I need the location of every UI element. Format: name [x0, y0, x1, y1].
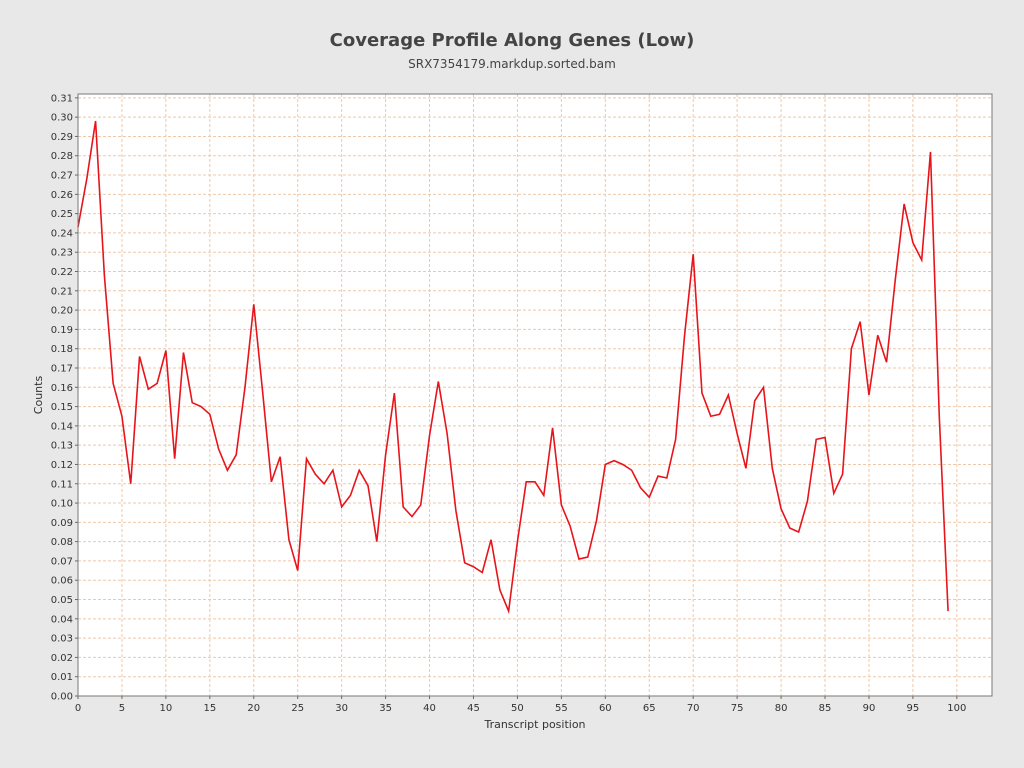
y-tick-label: 0.21: [51, 286, 73, 297]
chart-subtitle: SRX7354179.markdup.sorted.bam: [408, 57, 616, 71]
x-tick-label: 80: [775, 703, 788, 714]
y-tick-label: 0.23: [51, 248, 73, 259]
plot-area: [78, 94, 992, 696]
x-tick-label: 25: [291, 703, 304, 714]
x-tick-label: 50: [511, 703, 524, 714]
y-tick-label: 0.29: [51, 132, 73, 143]
y-tick-label: 0.12: [51, 460, 73, 471]
x-tick-label: 100: [947, 703, 966, 714]
x-tick-label: 45: [467, 703, 480, 714]
y-axis-label: Counts: [32, 376, 45, 415]
chart-title: Coverage Profile Along Genes (Low): [329, 30, 695, 51]
y-tick-label: 0.05: [51, 595, 73, 606]
series-line: [77, 120, 949, 615]
y-tick-label: 0.10: [51, 499, 73, 510]
y-tick-label: 0.09: [51, 518, 73, 529]
y-tick-label: 0.01: [51, 672, 73, 683]
y-tick-label: 0.19: [51, 325, 73, 336]
y-tick-label: 0.31: [51, 93, 73, 104]
y-tick-label: 0.15: [51, 402, 73, 413]
y-tick-label: 0.17: [51, 363, 73, 374]
y-tick-label: 0.28: [51, 151, 73, 162]
axis-ticks: 0.00 0.01 0.02 0.03 0.04 0.05 0.06 0.07 0.08 0.09…: [51, 93, 967, 714]
y-tick-label: 0.16: [51, 383, 73, 394]
y-tick-label: 0.07: [51, 556, 73, 567]
y-tick-label: 0.20: [51, 306, 73, 317]
x-tick-label: 10: [160, 703, 173, 714]
y-tick-label: 0.14: [51, 421, 73, 432]
grid: [77, 94, 992, 697]
y-tick-label: 0.03: [51, 634, 73, 645]
x-tick-label: 70: [687, 703, 700, 714]
y-tick-label: 0.26: [51, 190, 73, 201]
y-tick-label: 0.13: [51, 441, 73, 452]
x-tick-label: 5: [119, 703, 125, 714]
y-tick-label: 0.24: [51, 228, 73, 239]
y-tick-label: 0.00: [51, 692, 73, 703]
plot-border: [77, 93, 993, 697]
x-tick-label: 90: [863, 703, 876, 714]
y-tick-label: 0.08: [51, 537, 73, 548]
x-tick-label: 85: [819, 703, 832, 714]
x-tick-label: 95: [907, 703, 920, 714]
x-axis-label: Transcript position: [483, 718, 585, 731]
x-tick-label: 40: [423, 703, 436, 714]
y-tick-label: 0.18: [51, 344, 73, 355]
y-tick-label: 0.02: [51, 653, 73, 664]
x-tick-label: 30: [335, 703, 348, 714]
y-tick-label: 0.30: [51, 113, 73, 124]
x-tick-label: 65: [643, 703, 656, 714]
x-tick-label: 75: [731, 703, 744, 714]
x-tick-label: 60: [599, 703, 612, 714]
x-tick-label: 0: [75, 703, 81, 714]
y-tick-label: 0.22: [51, 267, 73, 278]
x-tick-label: 55: [555, 703, 568, 714]
y-tick-label: 0.04: [51, 614, 73, 625]
x-tick-label: 20: [247, 703, 260, 714]
y-tick-label: 0.11: [51, 479, 73, 490]
y-tick-label: 0.06: [51, 576, 73, 587]
x-tick-label: 15: [203, 703, 216, 714]
x-tick-label: 35: [379, 703, 392, 714]
y-tick-label: 0.27: [51, 171, 73, 182]
y-tick-label: 0.25: [51, 209, 73, 220]
